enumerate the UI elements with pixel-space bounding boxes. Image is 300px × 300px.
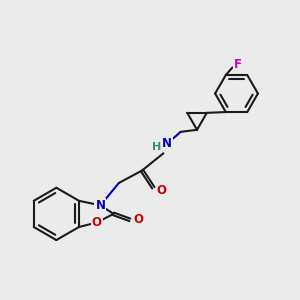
Text: N: N bbox=[95, 199, 105, 212]
Text: N: N bbox=[162, 137, 172, 150]
Text: O: O bbox=[92, 216, 102, 229]
Text: O: O bbox=[157, 184, 167, 196]
Text: O: O bbox=[134, 213, 144, 226]
Text: F: F bbox=[234, 58, 242, 71]
Text: H: H bbox=[152, 142, 161, 152]
